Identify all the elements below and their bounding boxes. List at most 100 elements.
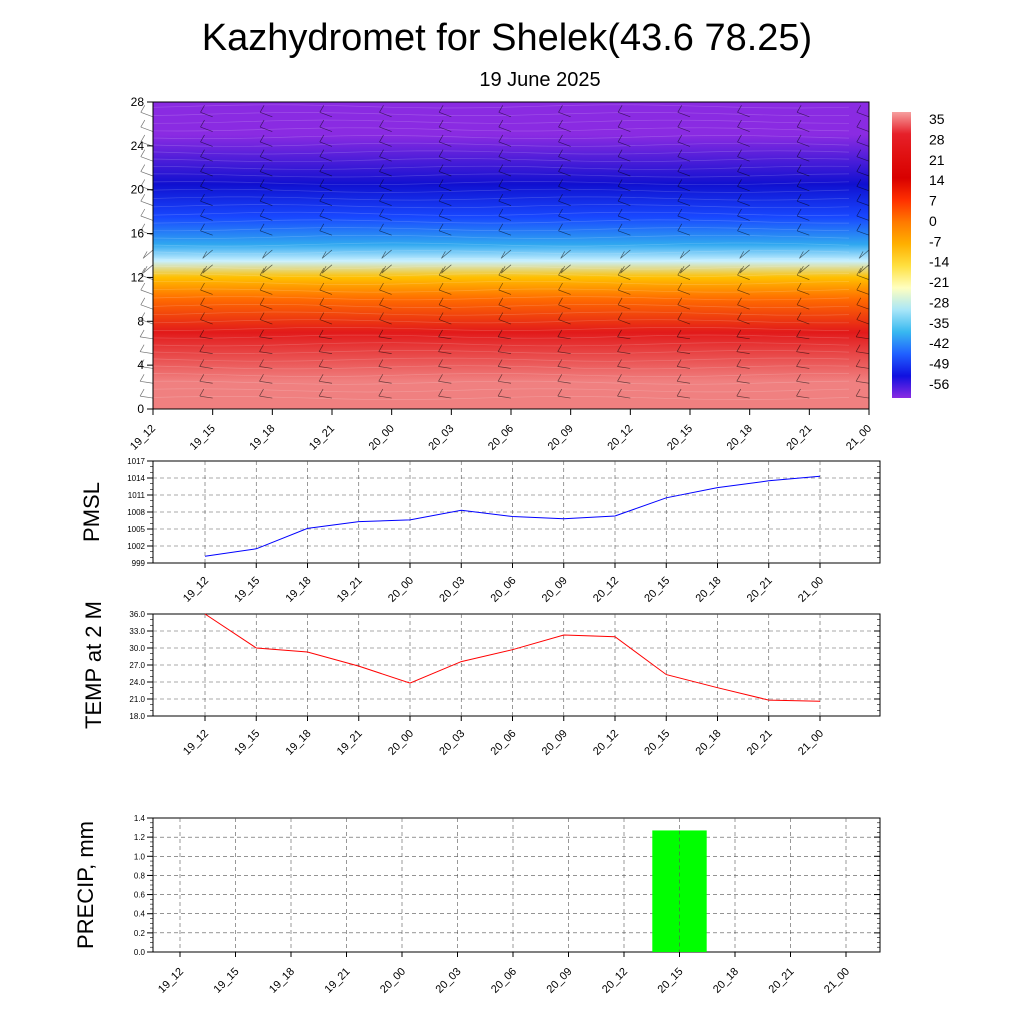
y-tick-label: 36.0 bbox=[129, 610, 145, 619]
wind-barb bbox=[202, 249, 213, 259]
wind-barb bbox=[438, 208, 452, 221]
x-tick-label: 20_06 bbox=[489, 575, 519, 605]
x-tick-label: 19_21 bbox=[323, 966, 353, 996]
wind-barb bbox=[856, 282, 870, 295]
wind-barb bbox=[498, 208, 512, 221]
figure-subtitle: 19 June 2025 bbox=[479, 69, 600, 91]
x-tick-label: 19_15 bbox=[212, 966, 242, 996]
wind-barb bbox=[200, 179, 213, 192]
wind-barb bbox=[855, 359, 870, 369]
x-tick-label: 20_06 bbox=[486, 423, 516, 453]
wind-barb bbox=[796, 359, 810, 369]
wind-barb bbox=[617, 282, 631, 295]
wind-barb bbox=[737, 149, 750, 162]
wind-barb bbox=[677, 268, 691, 280]
wind-barb bbox=[557, 388, 571, 399]
y-tick-label: 24.0 bbox=[129, 678, 145, 687]
wind-barb bbox=[379, 268, 392, 280]
wind-barb bbox=[617, 297, 631, 310]
y-axis-label: PRECIP, mm bbox=[73, 821, 98, 949]
wind-barb bbox=[676, 359, 691, 369]
wind-barb bbox=[856, 179, 870, 192]
y-tick-label: 28 bbox=[131, 95, 145, 109]
wind-barb bbox=[140, 164, 154, 177]
x-tick-label: 20_15 bbox=[665, 423, 695, 453]
colorbar-label: -35 bbox=[929, 315, 949, 331]
wind-barb bbox=[262, 249, 273, 259]
wind-barb bbox=[739, 264, 750, 274]
wind-barb bbox=[498, 134, 512, 147]
wind-barb bbox=[200, 282, 213, 295]
wind-barb bbox=[199, 359, 213, 369]
wind-barb bbox=[558, 119, 571, 132]
wind-barb bbox=[140, 312, 154, 325]
wind-barb bbox=[855, 344, 870, 354]
wind-barb bbox=[379, 297, 392, 310]
wind-barb bbox=[498, 179, 512, 192]
wind-barb bbox=[140, 149, 154, 162]
wind-barb bbox=[140, 194, 154, 206]
y-tick-label: 1005 bbox=[127, 525, 145, 534]
wind-barb bbox=[262, 264, 273, 274]
wind-barb bbox=[498, 105, 512, 118]
y-axis-label: PMSL bbox=[79, 482, 104, 542]
y-tick-label: 0.2 bbox=[134, 929, 146, 938]
precip-panel: 0.0 0.2 0.4 0.6 0.8 1.0 1.2 1.4 19_12 19_15 19_18 1… bbox=[73, 814, 881, 996]
wind-barb bbox=[558, 297, 571, 310]
wind-barb bbox=[677, 312, 691, 325]
wind-barb bbox=[140, 297, 154, 310]
wind-barb bbox=[617, 329, 631, 340]
wind-barb bbox=[677, 119, 691, 132]
figure-title: Kazhydromet for Shelek(43.6 78.25) bbox=[202, 17, 812, 59]
x-tick-label: 20_21 bbox=[745, 575, 775, 605]
wind-barb bbox=[677, 105, 691, 118]
y-tick-label: 1014 bbox=[127, 474, 145, 483]
wind-barb bbox=[856, 268, 870, 280]
x-tick-label: 21_00 bbox=[796, 575, 826, 605]
y-tick-label: 1017 bbox=[127, 457, 145, 466]
wind-barb bbox=[200, 164, 213, 177]
wind-barb bbox=[796, 179, 810, 192]
wind-barb bbox=[617, 149, 631, 162]
wind-barb bbox=[856, 105, 870, 118]
x-tick-label: 20_09 bbox=[545, 966, 575, 996]
wind-barb bbox=[558, 179, 571, 192]
wind-barb bbox=[200, 149, 213, 162]
x-tick-label: 19_15 bbox=[232, 728, 262, 758]
wind-barb bbox=[500, 264, 512, 274]
wind-barb bbox=[737, 119, 750, 132]
wind-barb bbox=[500, 249, 512, 259]
x-tick-label: 19_18 bbox=[284, 728, 314, 758]
wind-barb bbox=[498, 223, 512, 236]
x-tick-label: 20_21 bbox=[784, 423, 814, 453]
wind-barb bbox=[796, 388, 810, 399]
y-tick-label: 30.0 bbox=[129, 644, 145, 653]
wind-barb bbox=[438, 268, 452, 280]
wind-barb bbox=[200, 223, 213, 236]
wind-barb bbox=[378, 388, 392, 399]
wind-barb bbox=[617, 119, 631, 132]
wind-barb bbox=[497, 359, 512, 369]
wind-barb bbox=[438, 179, 452, 192]
x-tick-label: 20_00 bbox=[367, 423, 397, 453]
wind-barb bbox=[799, 249, 810, 259]
wind-barb bbox=[677, 149, 691, 162]
y-tick-label: 33.0 bbox=[129, 627, 145, 636]
wind-barb bbox=[379, 164, 392, 177]
plot-frame bbox=[152, 817, 881, 953]
wind-barb bbox=[259, 179, 273, 192]
y-axis-label: TEMP at 2 M bbox=[81, 601, 106, 729]
wind-barb bbox=[497, 329, 512, 340]
y-tick-label: 12 bbox=[131, 270, 145, 284]
wind-barb bbox=[438, 282, 452, 295]
wind-barb bbox=[438, 149, 452, 162]
x-tick-label: 20_06 bbox=[489, 966, 519, 996]
wind-barb bbox=[318, 374, 333, 384]
wind-barb bbox=[677, 134, 691, 147]
wind-barb bbox=[438, 374, 452, 384]
y-tick-label: 0.6 bbox=[134, 891, 146, 900]
wind-barb bbox=[737, 179, 750, 192]
wind-barb bbox=[796, 149, 810, 162]
x-tick-label: 20_21 bbox=[767, 966, 797, 996]
colorbar: 35 28 21 14 7 0 -7 -14 -21 -28 -35 -42 -49 -56 bbox=[892, 111, 949, 398]
